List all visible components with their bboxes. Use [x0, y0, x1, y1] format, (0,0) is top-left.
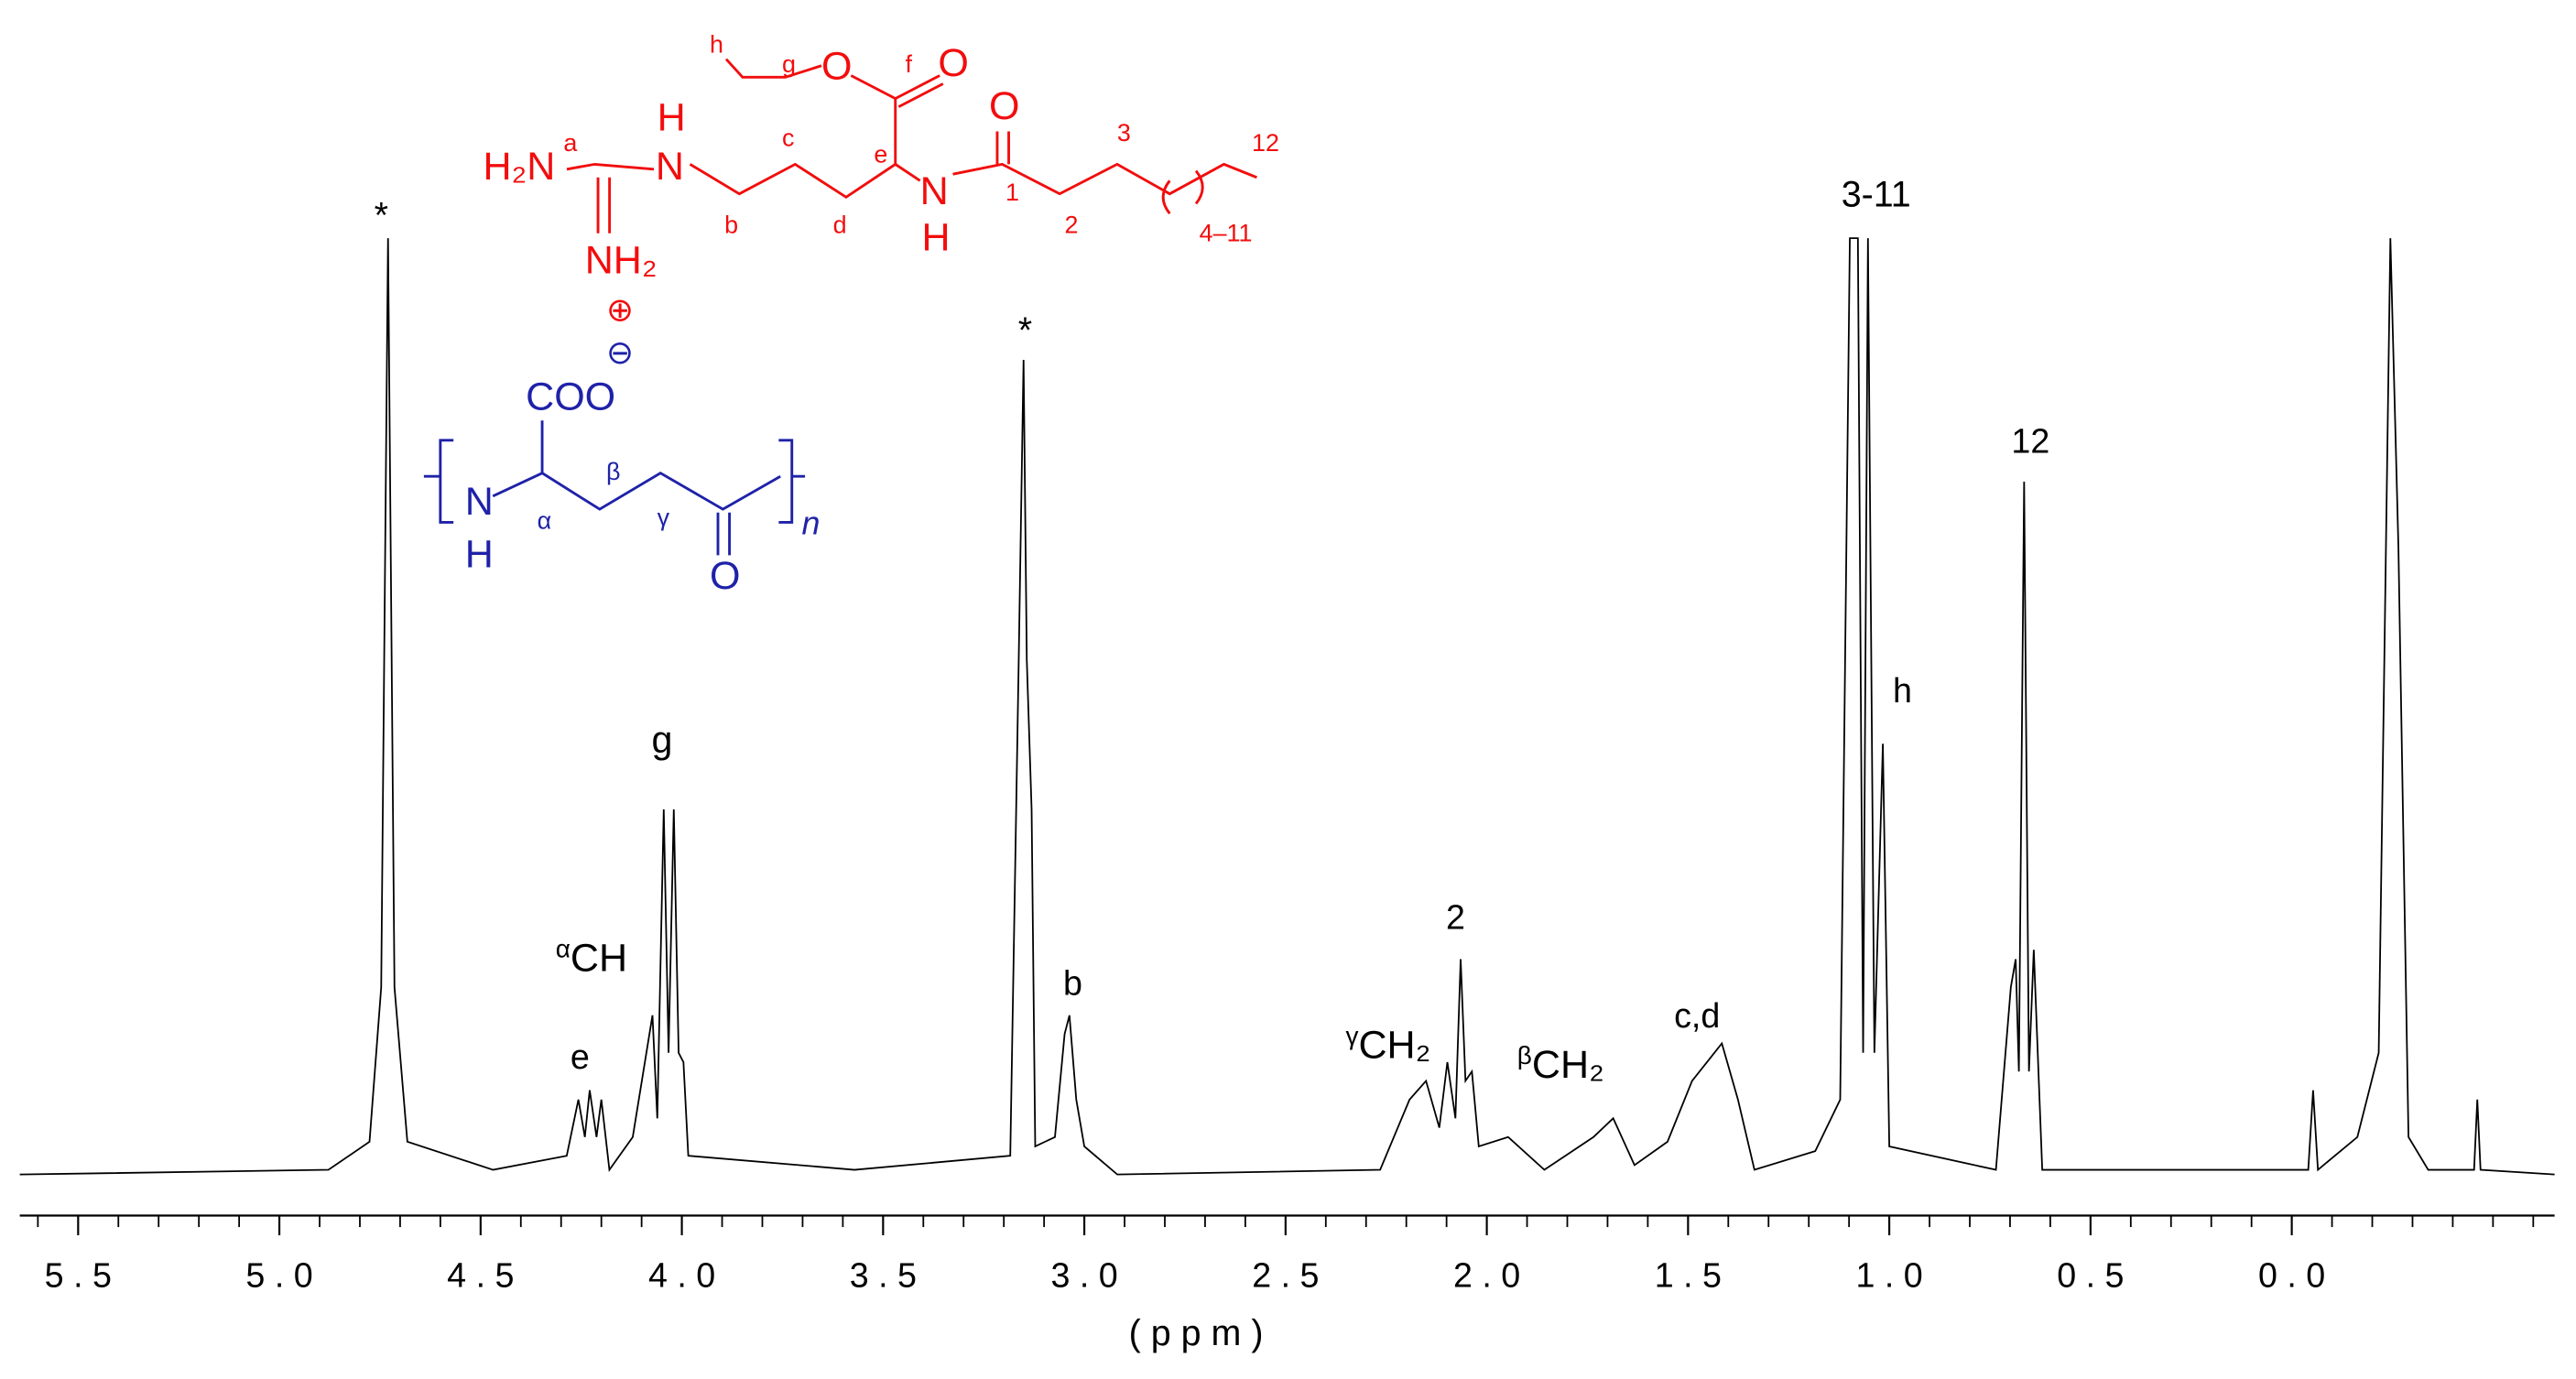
- bracket: [423, 439, 806, 524]
- parenthesis: [1161, 169, 1204, 215]
- atom-label: H₂N: [483, 145, 555, 189]
- atom-label: COO: [526, 375, 615, 418]
- peak-label: βCH₂: [1517, 1041, 1604, 1087]
- spectrum-line: [19, 237, 2555, 1176]
- x-tick-label: 2 . 5: [1252, 1256, 1319, 1295]
- atom-label: 1: [1005, 179, 1019, 206]
- bond: [492, 420, 781, 556]
- peak-label: *: [1018, 311, 1032, 352]
- peak-label-text: *: [375, 196, 388, 236]
- atom-label: 3: [1117, 119, 1131, 147]
- bond: [952, 131, 1257, 196]
- atom-label: 4–11: [1200, 220, 1253, 247]
- peak-label: 12: [2011, 421, 2049, 460]
- atom-label: N: [656, 145, 684, 189]
- peak-label-text: 3-11: [1842, 175, 1911, 215]
- peak-label-sup: α: [556, 935, 571, 963]
- cation-structure: h g O f O H₂N a H N b c d e N H O 1 2 3 …: [483, 30, 1278, 328]
- x-tick-label: 1 . 0: [1855, 1256, 1922, 1295]
- peak-label-text: CH₂: [1532, 1043, 1604, 1087]
- peak-label-text: CH₂: [1358, 1024, 1430, 1068]
- peak-label: 2: [1446, 898, 1465, 937]
- atom-label: b: [724, 212, 738, 239]
- peak-label: c,d: [1674, 996, 1720, 1035]
- peak-label: 3-11: [1842, 175, 1911, 215]
- x-tick-label: 3 . 0: [1050, 1256, 1117, 1295]
- atom-label: α: [538, 507, 552, 535]
- peak-label-sup: β: [1517, 1041, 1532, 1070]
- atom-label: a: [563, 129, 577, 157]
- peak-label: e: [571, 1037, 590, 1076]
- x-tick-label: 5 . 5: [45, 1256, 112, 1295]
- x-tick-label: 5 . 0: [245, 1256, 312, 1295]
- peak-label-text: h: [1893, 671, 1912, 710]
- charge: ⊖: [606, 334, 634, 371]
- atom-label: d: [833, 212, 847, 239]
- atom-label: N: [465, 480, 494, 524]
- peak-label-sup: γ: [1345, 1022, 1358, 1050]
- peak-label-text: c,d: [1674, 996, 1720, 1035]
- atom-label: e: [874, 141, 887, 168]
- peak-label: b: [1063, 963, 1082, 1002]
- atom-label: n: [801, 505, 820, 542]
- atom-label: c: [782, 125, 794, 152]
- atom-label: NH₂: [585, 238, 658, 282]
- peak-label: g: [652, 719, 673, 761]
- charge: ⊕: [606, 291, 634, 328]
- atom-label: H: [921, 215, 950, 259]
- atom-label: O: [938, 41, 968, 85]
- peak-label-text: *: [1018, 311, 1032, 352]
- atom-label: g: [782, 50, 796, 78]
- atom-label: h: [710, 30, 723, 58]
- bond: [689, 162, 921, 199]
- atom-label: H: [658, 95, 686, 139]
- peak-label: αCH: [556, 935, 627, 981]
- x-tick-label: 4 . 5: [447, 1256, 514, 1295]
- bond: [724, 58, 822, 79]
- atom-label: γ: [658, 504, 670, 531]
- bond: [850, 74, 944, 165]
- peak-label: γCH₂: [1345, 1022, 1430, 1068]
- x-tick-label: 3 . 5: [850, 1256, 917, 1295]
- atom-label: O: [989, 84, 1019, 128]
- atom-label: 2: [1065, 212, 1079, 239]
- atom-label: O: [710, 554, 740, 598]
- peak-label-text: b: [1063, 963, 1082, 1002]
- x-tick-label: 4 . 0: [648, 1256, 715, 1295]
- atom-label: f: [906, 50, 913, 78]
- peak-label-text: CH: [571, 937, 627, 981]
- atom-label: 12: [1252, 129, 1279, 157]
- atom-label: O: [821, 45, 852, 89]
- x-tick-label: 0 . 5: [2057, 1256, 2124, 1295]
- peak-label: h: [1893, 671, 1912, 710]
- bond: [566, 162, 655, 233]
- x-axis-label: ( p p m ): [1129, 1313, 1264, 1353]
- atom-label: β: [606, 458, 620, 485]
- x-tick-label: 0 . 0: [2258, 1256, 2325, 1295]
- x-tick-label: 1 . 5: [1655, 1256, 1722, 1295]
- atom-label: N: [920, 169, 949, 213]
- peak-label-text: e: [571, 1037, 590, 1076]
- anion-structure: ⊖ COO N H α β γ O n: [423, 334, 820, 598]
- peak-label: *: [375, 196, 388, 236]
- peak-label-text: 2: [1446, 898, 1465, 937]
- peak-label-text: 12: [2011, 421, 2049, 460]
- peak-label-text: g: [652, 719, 673, 761]
- x-tick-label: 2 . 0: [1453, 1256, 1520, 1295]
- atom-label: H: [465, 533, 494, 577]
